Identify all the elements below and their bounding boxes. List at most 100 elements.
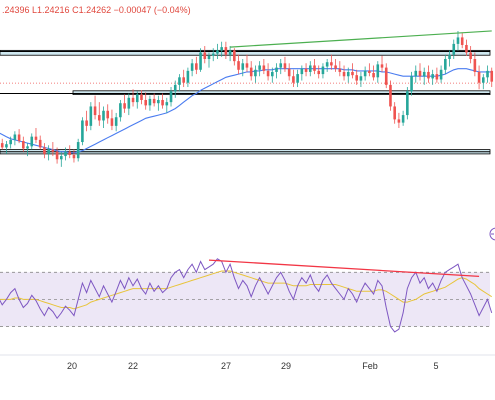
candle xyxy=(384,63,388,89)
candle-body xyxy=(317,70,321,75)
candle-body xyxy=(321,66,325,75)
candle xyxy=(43,143,46,159)
candle-body xyxy=(93,106,97,116)
candle-body xyxy=(249,67,253,77)
time-axis-labels: 20 22 27 29 Feb 5 xyxy=(67,361,439,371)
candle-body xyxy=(207,55,211,59)
candle-body xyxy=(233,50,236,62)
candle xyxy=(76,138,80,162)
candle-body xyxy=(51,149,55,152)
candle-body xyxy=(304,68,308,72)
candle xyxy=(106,104,110,124)
candle-body xyxy=(431,74,434,79)
candle xyxy=(431,69,434,85)
candle xyxy=(482,74,485,90)
candle xyxy=(275,63,278,79)
candle-body xyxy=(334,65,337,69)
candle xyxy=(338,61,342,77)
candle xyxy=(444,54,447,75)
candle xyxy=(283,56,287,72)
candle-body xyxy=(473,58,477,72)
candle xyxy=(22,136,25,152)
candle-body xyxy=(359,76,363,81)
time-axis-label: Feb xyxy=(362,361,378,371)
candle xyxy=(490,67,494,88)
candle xyxy=(439,65,443,83)
candle-body xyxy=(296,74,299,83)
candle xyxy=(173,80,177,98)
candle-body xyxy=(325,62,329,67)
candle xyxy=(334,58,337,72)
candle xyxy=(89,102,93,131)
candle xyxy=(376,61,380,83)
candle xyxy=(452,39,456,59)
candle-body xyxy=(106,110,110,119)
candle-body xyxy=(414,70,418,77)
candle xyxy=(203,46,207,64)
candle xyxy=(152,93,156,107)
candle-body xyxy=(211,53,215,56)
candle xyxy=(17,129,21,144)
candle xyxy=(85,110,88,132)
candle-body xyxy=(85,120,88,126)
candle xyxy=(51,142,55,157)
candle xyxy=(211,48,215,62)
candle xyxy=(262,58,266,75)
candle xyxy=(355,69,358,85)
candle xyxy=(161,93,164,109)
candle xyxy=(216,43,219,59)
candle xyxy=(157,95,160,111)
candle-body xyxy=(355,75,358,81)
candle-body xyxy=(178,77,181,85)
candle-body xyxy=(477,71,481,83)
candle xyxy=(296,69,299,88)
candle xyxy=(81,117,84,146)
candle-body xyxy=(22,140,25,149)
candle xyxy=(5,140,8,154)
candle xyxy=(131,89,135,107)
candle xyxy=(72,149,76,163)
candle-body xyxy=(140,94,143,100)
candle xyxy=(195,56,198,75)
candle xyxy=(389,80,392,111)
candle xyxy=(228,46,232,62)
candle-body xyxy=(469,52,472,59)
candle-body xyxy=(439,69,443,80)
price-zone xyxy=(0,49,491,56)
candle-body xyxy=(38,139,42,148)
candle-body xyxy=(292,76,295,83)
candle xyxy=(406,87,409,120)
candle-body xyxy=(330,62,333,66)
candle xyxy=(342,65,346,81)
candle xyxy=(102,106,105,129)
candle-body xyxy=(216,50,219,54)
candle-body xyxy=(186,70,190,83)
candle-body xyxy=(72,154,76,159)
candle xyxy=(127,93,131,116)
candle-body xyxy=(397,119,401,123)
candle xyxy=(9,136,12,149)
candle-body xyxy=(89,106,93,126)
candle xyxy=(237,54,240,75)
candle xyxy=(199,48,202,72)
candle xyxy=(300,65,304,81)
candle-body xyxy=(161,99,164,106)
candle xyxy=(427,65,430,83)
price-zone xyxy=(72,90,491,95)
candle-body xyxy=(157,99,160,104)
candle xyxy=(435,67,439,83)
candle xyxy=(308,61,312,77)
candle xyxy=(380,55,384,72)
candle-body xyxy=(401,115,405,123)
candle xyxy=(220,41,223,57)
candle xyxy=(351,63,354,79)
candle xyxy=(224,41,228,59)
candle-body xyxy=(169,91,173,103)
candle-body xyxy=(482,77,485,83)
candle-body xyxy=(486,70,489,78)
candle-body xyxy=(279,63,283,68)
candle xyxy=(258,61,261,77)
candle xyxy=(422,67,426,85)
